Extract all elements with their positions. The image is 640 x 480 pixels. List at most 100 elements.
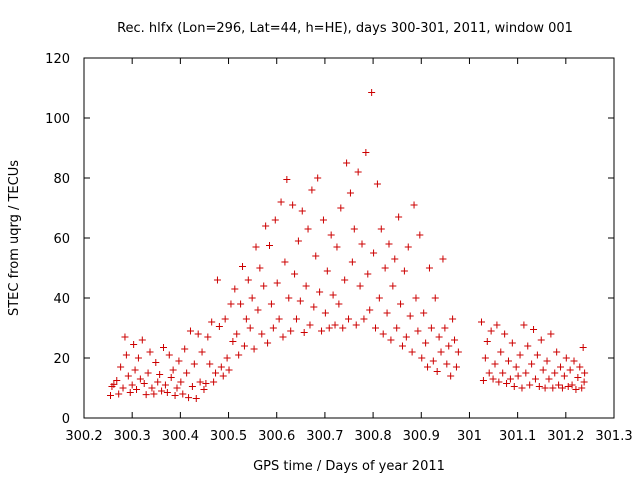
data-point bbox=[312, 252, 320, 260]
data-point bbox=[306, 321, 314, 329]
data-point bbox=[553, 348, 561, 356]
data-point bbox=[528, 360, 536, 368]
data-point bbox=[304, 225, 312, 233]
data-point bbox=[148, 384, 156, 392]
data-point bbox=[204, 333, 212, 341]
data-point bbox=[348, 258, 356, 266]
data-point bbox=[119, 384, 127, 392]
data-point bbox=[381, 264, 389, 272]
data-point bbox=[518, 384, 526, 392]
data-point bbox=[391, 255, 399, 263]
data-point bbox=[221, 315, 229, 323]
data-point bbox=[107, 392, 114, 399]
data-point bbox=[292, 315, 300, 323]
data-point bbox=[194, 330, 202, 338]
data-point bbox=[260, 282, 268, 290]
data-point bbox=[478, 318, 485, 326]
data-point bbox=[165, 351, 173, 359]
data-point bbox=[501, 330, 509, 338]
data-point bbox=[429, 357, 437, 365]
data-point bbox=[570, 357, 578, 365]
data-point bbox=[188, 383, 196, 390]
data-point bbox=[379, 330, 387, 338]
data-point bbox=[454, 348, 462, 356]
data-point bbox=[427, 324, 435, 332]
data-point bbox=[186, 327, 194, 335]
data-point bbox=[229, 338, 237, 345]
data-point bbox=[273, 279, 281, 287]
data-point bbox=[185, 394, 193, 402]
data-point bbox=[560, 372, 568, 380]
data-point bbox=[564, 383, 572, 390]
data-point bbox=[418, 354, 426, 362]
data-point bbox=[549, 384, 557, 392]
data-point bbox=[308, 186, 316, 194]
data-point bbox=[370, 249, 378, 257]
data-point bbox=[491, 360, 499, 368]
data-point bbox=[296, 297, 304, 305]
data-point bbox=[362, 149, 370, 156]
data-point bbox=[568, 381, 576, 389]
data-point bbox=[244, 276, 252, 284]
data-point bbox=[352, 321, 360, 329]
data-point bbox=[183, 369, 191, 377]
data-point bbox=[479, 377, 487, 384]
data-point bbox=[337, 204, 345, 212]
data-point bbox=[154, 378, 162, 386]
data-point bbox=[402, 333, 410, 341]
data-point bbox=[506, 375, 514, 383]
data-point bbox=[208, 318, 216, 326]
data-point bbox=[395, 213, 403, 221]
data-point bbox=[254, 306, 262, 314]
data-point bbox=[275, 315, 283, 323]
data-point bbox=[192, 395, 200, 402]
data-point bbox=[287, 327, 295, 335]
data-point bbox=[124, 372, 132, 380]
data-point bbox=[215, 323, 223, 330]
data-point bbox=[356, 282, 364, 290]
data-point bbox=[346, 189, 354, 197]
data-point bbox=[331, 321, 339, 329]
data-point bbox=[167, 374, 175, 381]
data-point bbox=[240, 342, 248, 350]
data-point bbox=[579, 344, 587, 351]
x-tick-label: 300.2 bbox=[65, 429, 102, 444]
data-point bbox=[281, 258, 289, 266]
data-point bbox=[343, 159, 351, 167]
data-point bbox=[169, 366, 177, 374]
y-tick-label: 20 bbox=[53, 352, 70, 367]
data-point bbox=[323, 267, 331, 275]
y-tick-label: 80 bbox=[53, 172, 70, 187]
data-point bbox=[576, 363, 584, 371]
data-point bbox=[443, 360, 451, 368]
data-point bbox=[271, 216, 279, 224]
data-point bbox=[406, 312, 414, 320]
data-point bbox=[360, 315, 368, 323]
data-point bbox=[422, 339, 430, 347]
data-point bbox=[424, 363, 432, 371]
data-point bbox=[248, 294, 256, 302]
x-tick-label: 301 bbox=[457, 429, 482, 444]
data-point bbox=[133, 386, 141, 393]
data-point bbox=[580, 378, 588, 386]
y-tick-label: 0 bbox=[62, 412, 70, 427]
data-point bbox=[524, 342, 532, 350]
data-point bbox=[530, 326, 538, 333]
data-point bbox=[489, 375, 497, 383]
data-point bbox=[310, 303, 318, 311]
data-point bbox=[366, 306, 374, 314]
data-point bbox=[156, 371, 164, 378]
data-point bbox=[161, 381, 169, 389]
data-point bbox=[206, 360, 214, 368]
data-point bbox=[267, 300, 275, 308]
data-point bbox=[574, 374, 582, 381]
data-point bbox=[404, 243, 412, 251]
data-point bbox=[414, 327, 422, 335]
data-point bbox=[354, 168, 362, 176]
data-point bbox=[252, 243, 260, 251]
data-point bbox=[130, 341, 138, 348]
data-point bbox=[319, 216, 327, 224]
data-point bbox=[190, 360, 198, 368]
plot-frame bbox=[83, 57, 615, 419]
